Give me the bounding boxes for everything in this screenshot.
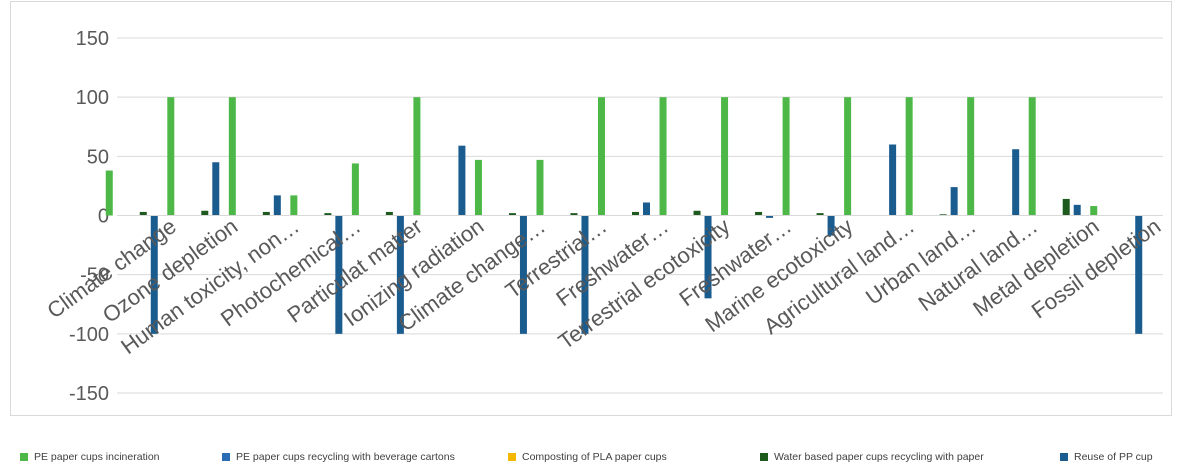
- bar: [905, 97, 913, 216]
- y-axis-ticks: -150 -100 -50 0 50 100 150: [69, 28, 109, 405]
- bar: [474, 159, 482, 216]
- bar: [581, 215, 589, 334]
- bar: [335, 215, 343, 334]
- bar: [167, 97, 175, 216]
- bar: [950, 187, 958, 216]
- legend-label: PE paper cups incineration: [34, 451, 160, 463]
- bars: [105, 97, 1143, 334]
- bar: [816, 213, 824, 216]
- bar: [827, 215, 835, 236]
- legend-item: Reuse of PP cup: [1060, 451, 1153, 463]
- legend-label: PE paper cups recycling with beverage ca…: [236, 451, 455, 463]
- bar: [324, 213, 332, 216]
- bar: [105, 170, 113, 216]
- y-tick-label: -150: [69, 383, 109, 405]
- bar: [659, 97, 667, 216]
- legend-swatch: [508, 453, 516, 461]
- chart-plot: -150 -100 -50 0 50 100 150 Climate changeOzone…: [42, 28, 1165, 405]
- chart-frame: -150 -100 -50 0 50 100 150 Climate change Ozone…: [10, 1, 1172, 416]
- bar: [632, 211, 639, 216]
- bar: [939, 214, 947, 216]
- y-tick-label: -100: [69, 324, 109, 346]
- bar: [1090, 206, 1098, 216]
- bar: [1073, 204, 1081, 216]
- bar: [262, 211, 270, 216]
- bar: [570, 213, 578, 216]
- bar: [643, 202, 650, 216]
- bar: [139, 211, 147, 216]
- legend-swatch: [760, 453, 768, 461]
- bar: [755, 211, 763, 216]
- legend-item: PE paper cups recycling with beverage ca…: [222, 451, 455, 463]
- bar: [889, 144, 897, 216]
- y-tick-label: 100: [76, 87, 109, 109]
- legend-swatch: [222, 453, 230, 461]
- y-tick-label: 150: [76, 28, 109, 50]
- legend: PE paper cups incineration PE paper cups…: [0, 451, 1180, 467]
- legend-swatch: [20, 453, 28, 461]
- bar: [693, 210, 701, 216]
- bar: [598, 97, 605, 216]
- legend-item: Water based paper cups recycling with pa…: [760, 451, 984, 463]
- legend-item: PE paper cups incineration: [20, 451, 160, 463]
- bar: [351, 163, 359, 216]
- y-tick-label: 0: [98, 206, 109, 228]
- bar: [290, 195, 298, 216]
- legend-label: Reuse of PP cup: [1074, 451, 1153, 463]
- bar: [150, 215, 158, 334]
- bar: [766, 215, 774, 218]
- bar: [1135, 215, 1143, 334]
- bar: [1028, 97, 1036, 216]
- bar: [385, 211, 393, 216]
- bar: [704, 215, 712, 299]
- bar: [273, 195, 281, 216]
- gridlines: [117, 37, 1163, 394]
- bar: [967, 97, 975, 216]
- bar: [782, 97, 790, 216]
- y-tick-label: 50: [87, 146, 109, 168]
- bar: [536, 159, 544, 216]
- bar: [228, 97, 236, 216]
- legend-swatch: [1060, 453, 1068, 461]
- bar: [413, 97, 421, 216]
- bar: [1062, 198, 1070, 216]
- bar: [201, 210, 209, 216]
- bar: [508, 213, 516, 216]
- legend-label: Composting of PLA paper cups: [522, 451, 667, 463]
- legend-label: Water based paper cups recycling with pa…: [774, 451, 984, 463]
- legend-item: Composting of PLA paper cups: [508, 451, 667, 463]
- y-tick-label: -50: [80, 265, 109, 287]
- bar: [519, 215, 527, 334]
- bar: [1012, 149, 1020, 216]
- bar: [458, 145, 466, 216]
- bar: [396, 215, 404, 334]
- bar: [721, 97, 729, 216]
- bar: [212, 162, 220, 216]
- bar: [844, 97, 852, 216]
